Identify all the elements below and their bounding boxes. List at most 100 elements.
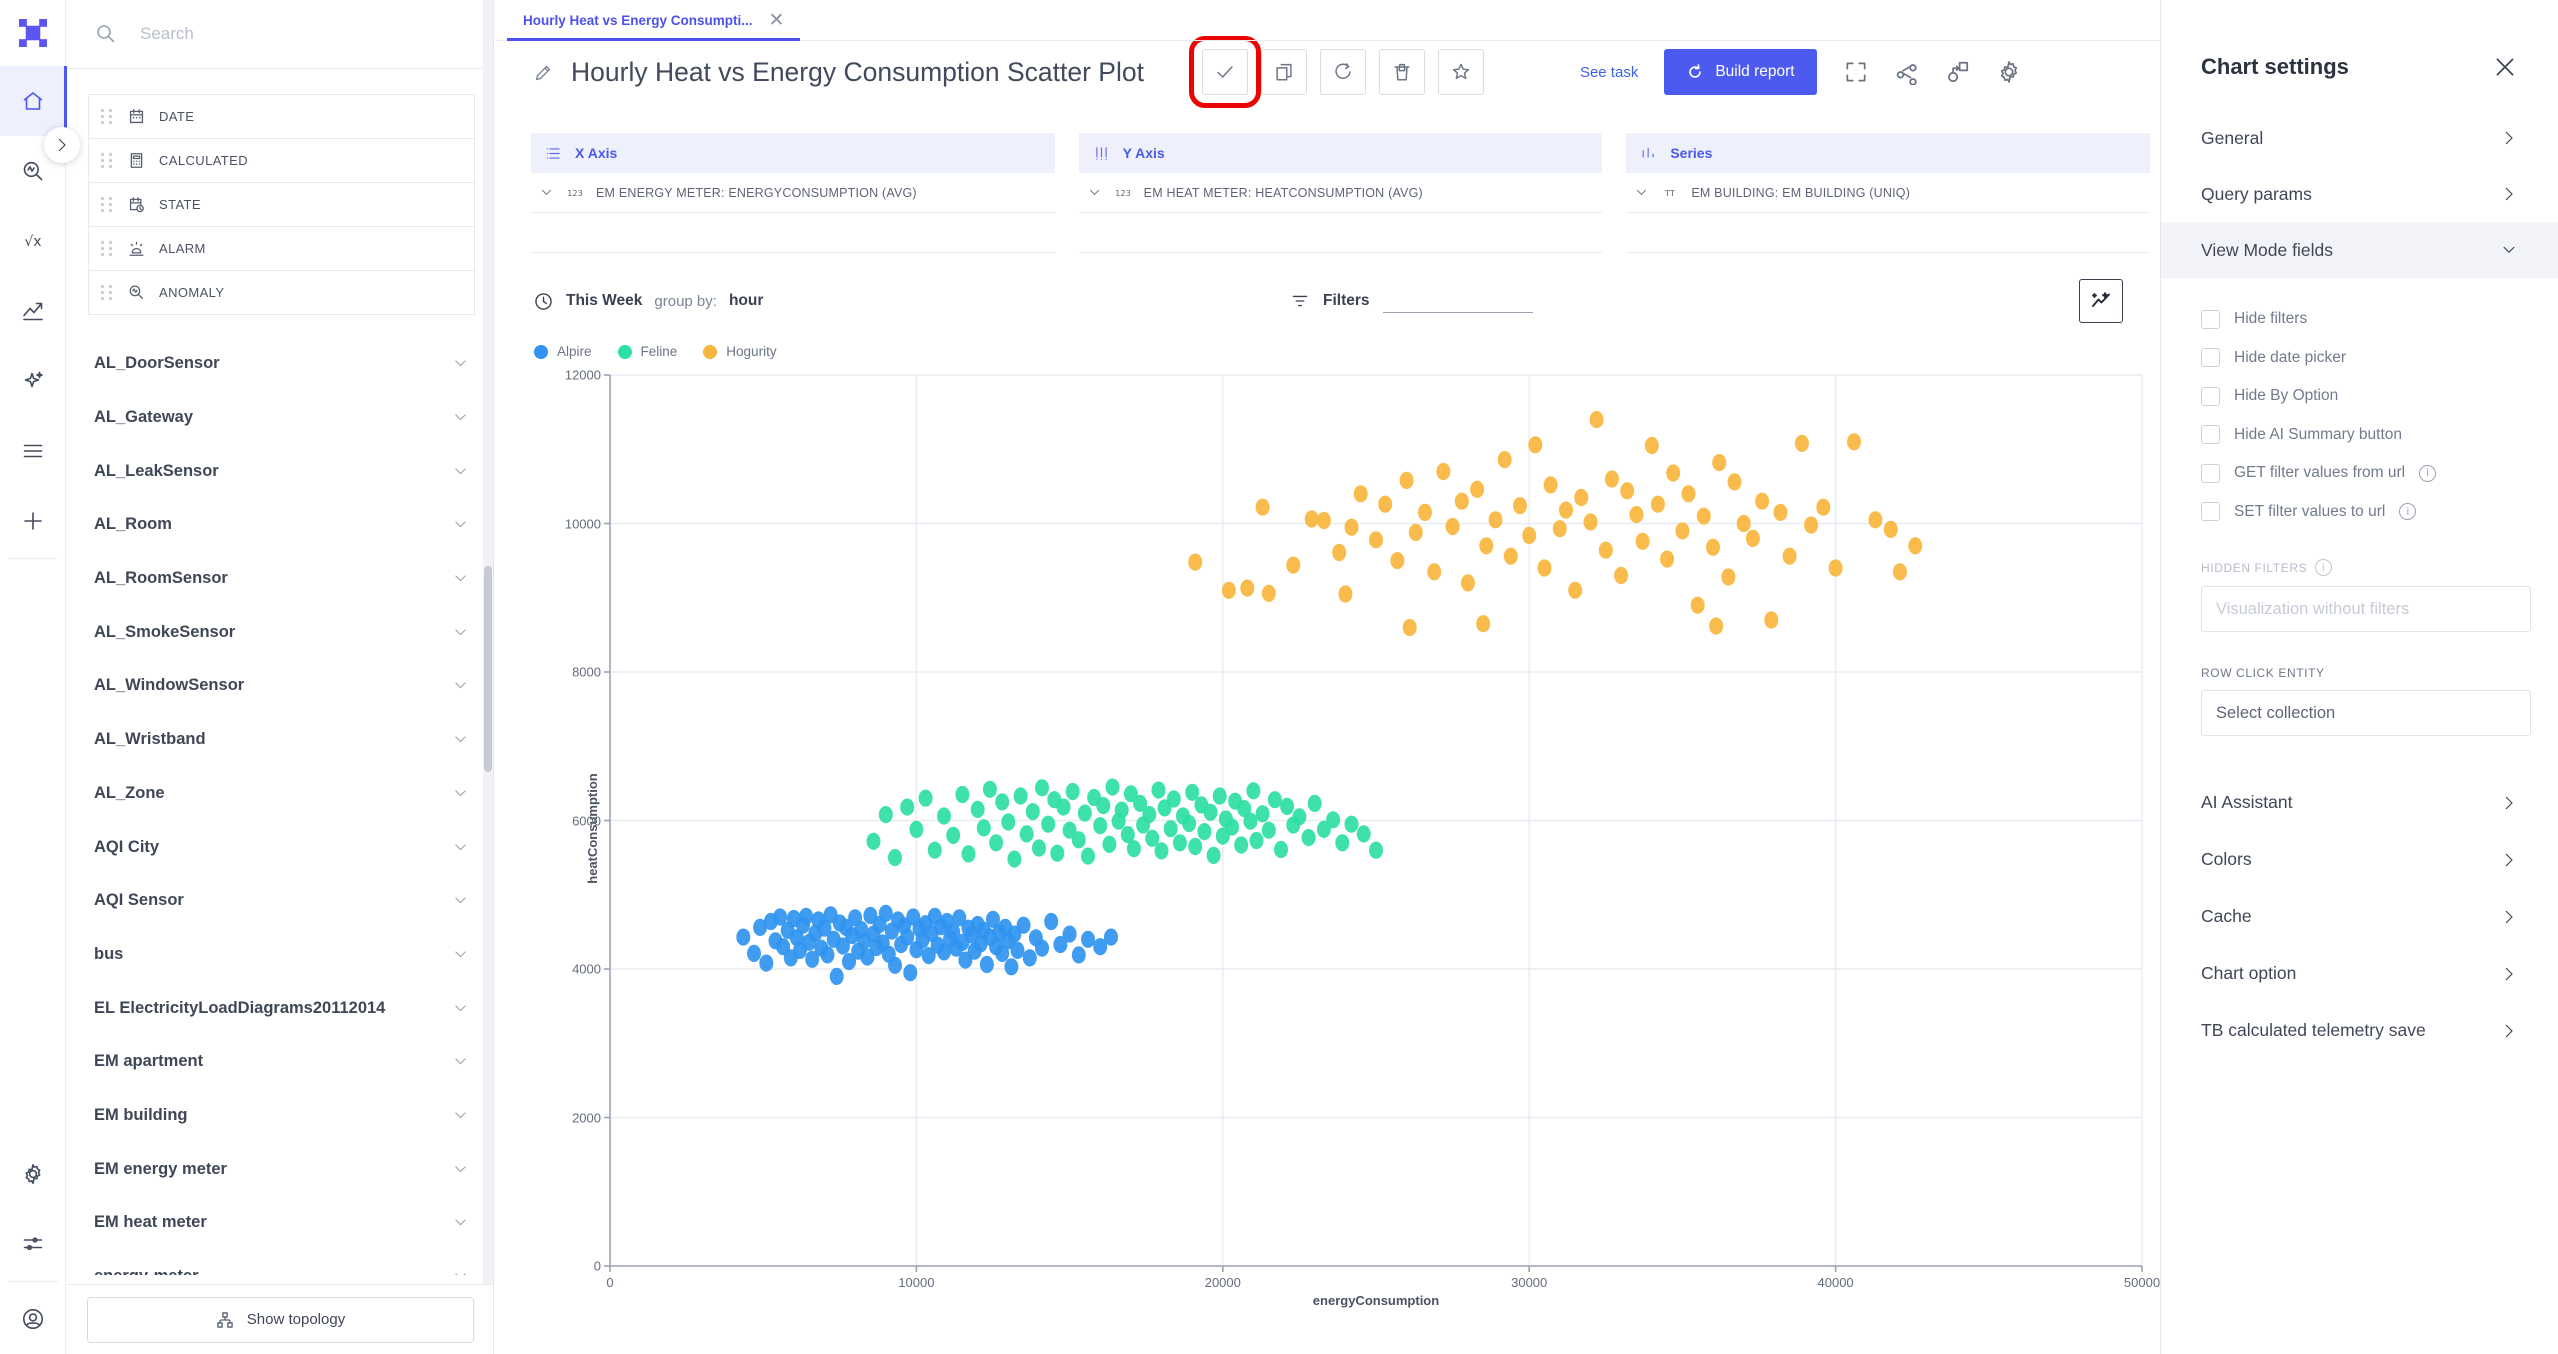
checkbox-set-filter-values-to-url[interactable]: SET filter values to url i (2201, 493, 2518, 532)
checkbox-hide-ai-summary-button[interactable]: Hide AI Summary button (2201, 416, 2518, 455)
close-settings-icon[interactable] (2492, 54, 2518, 80)
undo-button[interactable] (1319, 49, 1366, 95)
copy-button[interactable] (1260, 49, 1307, 95)
entity-group-row[interactable]: AL_RoomSensor (67, 552, 493, 606)
checkbox-hide-by-option[interactable]: Hide By Option (2201, 377, 2518, 416)
legend-item[interactable]: Alpire (534, 344, 592, 359)
group-by-value[interactable]: hour (728, 292, 764, 309)
entity-group-row[interactable]: AL_SmokeSensor (67, 605, 493, 659)
scatter-plot[interactable]: heatConsumption energyConsumption 12000 1… (565, 368, 2160, 1309)
entity-group-row[interactable]: AL_Wristband (67, 713, 493, 767)
settings-section-colors[interactable]: Colors (2201, 831, 2518, 888)
entity-group-row[interactable]: energy-meter (67, 1250, 493, 1275)
entity-group-row[interactable]: AL_Zone (67, 767, 493, 821)
checkbox-box[interactable] (2201, 502, 2220, 522)
gear-icon[interactable] (1996, 59, 2022, 85)
nav-preferences[interactable] (0, 1209, 66, 1279)
checkbox-hide-filters[interactable]: Hide filters (2201, 300, 2518, 339)
nav-ai[interactable] (0, 346, 66, 416)
trash-button[interactable] (1378, 49, 1425, 95)
entity-group-row[interactable]: EM apartment (67, 1035, 493, 1089)
panel-scrollbar[interactable] (483, 0, 493, 1284)
tab-hourly-heat[interactable]: Hourly Heat vs Energy Consumpti... ✕ (507, 0, 801, 41)
info-icon[interactable]: i (2315, 559, 2333, 576)
legend-item[interactable]: Feline (617, 344, 677, 359)
entity-group-row[interactable]: AQI City (67, 820, 493, 874)
see-task-link[interactable]: See task (1579, 63, 1639, 81)
scrollbar-thumb[interactable] (484, 566, 492, 772)
app-logo[interactable] (0, 0, 66, 66)
entity-group-row[interactable]: AL_DoorSensor (67, 337, 493, 391)
tab-close-icon[interactable]: ✕ (768, 10, 785, 31)
settings-section-chart-option[interactable]: Chart option (2201, 945, 2518, 1002)
filters-input[interactable] (1382, 289, 1533, 313)
axis-empty-row[interactable] (1078, 213, 1603, 253)
checkbox-box[interactable] (2201, 463, 2220, 483)
entity-group-row[interactable]: bus (67, 928, 493, 982)
nav-formulas[interactable]: √x (0, 206, 66, 276)
build-report-button[interactable]: Build report (1664, 49, 1817, 95)
checkbox-box[interactable] (2201, 348, 2220, 368)
entity-group-row[interactable]: EL ElectricityLoadDiagrams20112014 (67, 981, 493, 1035)
star-button[interactable] (1437, 49, 1484, 95)
settings-section-ai-assistant[interactable]: AI Assistant (2201, 774, 2518, 831)
info-icon[interactable]: i (2419, 464, 2437, 482)
nav-trends[interactable] (0, 276, 66, 346)
ai-summary-button[interactable] (2079, 279, 2123, 323)
settings-section-cache[interactable]: Cache (2201, 888, 2518, 945)
expand-panel-button[interactable] (44, 127, 80, 163)
entity-group-row[interactable]: AL_LeakSensor (67, 444, 493, 498)
axis-field-row[interactable]: 123 EM HEAT METER: HEATCONSUMPTION (AVG) (1078, 173, 1603, 213)
hidden-filters-input[interactable] (2201, 586, 2531, 632)
settings-section-general[interactable]: General (2201, 110, 2518, 166)
entity-group-row[interactable]: AL_Gateway (67, 391, 493, 445)
entity-group-row[interactable]: AQI Sensor (67, 874, 493, 928)
widgets-icon[interactable] (1945, 59, 1971, 85)
share-icon[interactable] (1894, 59, 1920, 85)
legend-item[interactable]: Hogurity (703, 344, 777, 359)
edit-title-icon[interactable] (533, 62, 554, 83)
nav-settings[interactable] (0, 1139, 66, 1209)
field-chip-label: ALARM (159, 241, 206, 256)
axis-empty-row[interactable] (1626, 213, 2151, 253)
nav-menu[interactable] (0, 416, 66, 486)
expand-icon[interactable] (1843, 59, 1869, 85)
field-chip-state[interactable]: STATE (88, 182, 475, 227)
entity-group-row[interactable]: AL_WindowSensor (67, 659, 493, 713)
drag-handle-icon[interactable] (101, 109, 113, 124)
nav-add[interactable] (0, 486, 66, 556)
settings-section-query-params[interactable]: Query params (2201, 166, 2518, 222)
axis-field-row[interactable]: TT EM BUILDING: EM BUILDING (UNIQ) (1626, 173, 2151, 213)
field-chip-alarm[interactable]: ALARM (88, 226, 475, 271)
field-chip-calculated[interactable]: CALCULATED (88, 138, 475, 183)
entity-group-row[interactable]: EM heat meter (67, 1196, 493, 1250)
nav-insights[interactable] (0, 136, 66, 206)
axis-field-row[interactable]: 123 EM ENERGY METER: ENERGYCONSUMPTION (A… (531, 173, 1055, 213)
checkbox-box[interactable] (2201, 386, 2220, 406)
settings-section-tb-calculated-telemetry-save[interactable]: TB calculated telemetry save (2201, 1002, 2518, 1059)
row-click-entity-select[interactable]: Select collection (2201, 690, 2531, 736)
entity-group-row[interactable]: EM energy meter (67, 1142, 493, 1196)
checkbox-box[interactable] (2201, 425, 2220, 445)
show-topology-button[interactable]: Show topology (86, 1296, 474, 1343)
nav-home[interactable] (0, 66, 67, 136)
entity-group-row[interactable]: AL_Room (67, 498, 493, 552)
drag-handle-icon[interactable] (101, 285, 113, 300)
search-bar[interactable]: Search (67, 0, 493, 69)
checkbox-box[interactable] (2201, 309, 2220, 329)
field-chip-date[interactable]: DATE (88, 94, 475, 139)
info-icon[interactable]: i (2399, 503, 2417, 521)
checkbox-hide-date-picker[interactable]: Hide date picker (2201, 339, 2518, 378)
field-chip-anomaly[interactable]: ANOMALY (88, 270, 475, 315)
axis-empty-row[interactable] (531, 213, 1055, 253)
date-range-label[interactable]: This Week (566, 292, 643, 309)
axis-panel-title: Y Axis (1122, 145, 1165, 161)
check-button[interactable] (1188, 36, 1261, 108)
drag-handle-icon[interactable] (101, 153, 113, 168)
nav-account[interactable] (0, 1284, 66, 1354)
settings-section-view-mode-fields[interactable]: View Mode fields (2161, 222, 2558, 278)
drag-handle-icon[interactable] (101, 241, 113, 256)
drag-handle-icon[interactable] (101, 197, 113, 212)
entity-group-row[interactable]: EM building (67, 1089, 493, 1143)
checkbox-get-filter-values-from-url[interactable]: GET filter values from url i (2201, 454, 2518, 493)
